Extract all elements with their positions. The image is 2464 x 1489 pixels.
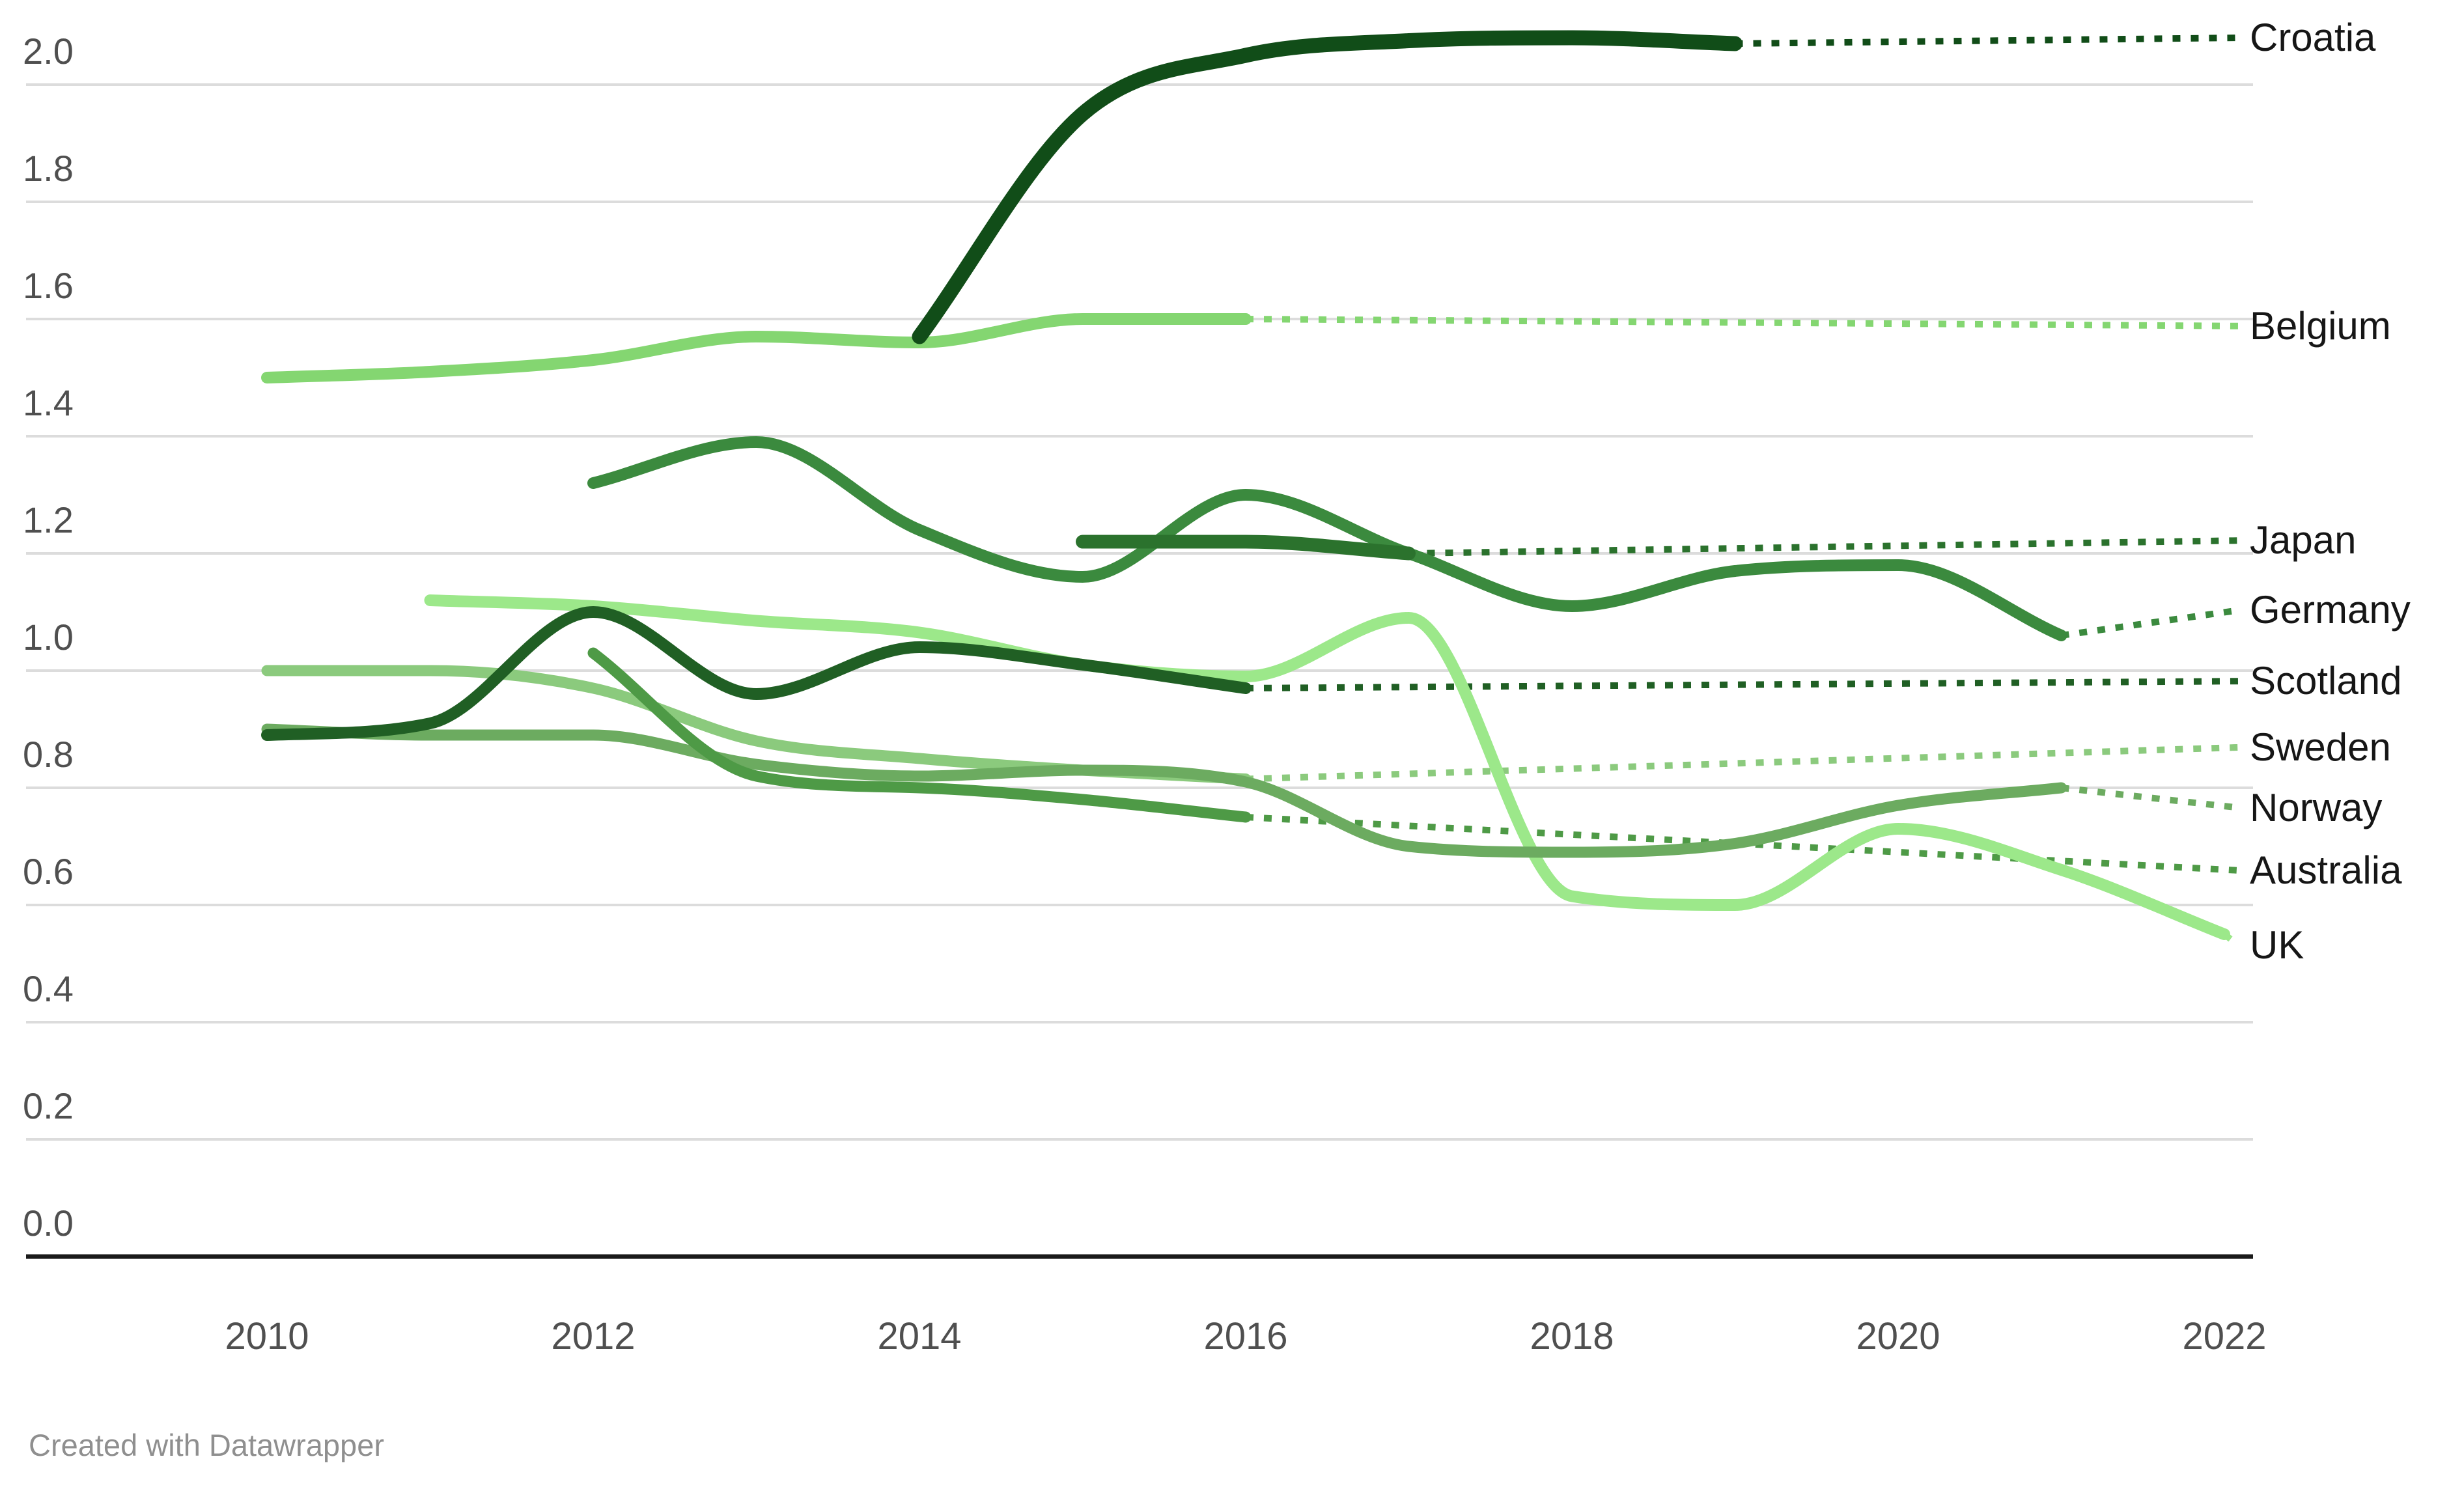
y-tick-label: 2.0: [23, 31, 74, 72]
series-label-norway: Norway: [2250, 785, 2383, 829]
y-tick-label: 1.6: [23, 265, 74, 306]
y-tick-label: 1.2: [23, 499, 74, 540]
y-tick-label: 0.2: [23, 1085, 74, 1126]
y-tick-label: 1.8: [23, 148, 74, 189]
series-line-norway: [261, 723, 2067, 858]
series-label-germany: Germany: [2250, 588, 2411, 632]
label-connector-croatia: [1735, 35, 2239, 47]
label-connector-germany: [2060, 607, 2239, 639]
datawrapper-credit: Created with Datawrapper: [29, 1428, 384, 1462]
label-connector-sweden: [1245, 744, 2239, 783]
y-tick-label: 0.0: [23, 1203, 74, 1244]
y-tick-label: 0.8: [23, 734, 74, 775]
label-connector-norway: [2060, 785, 2239, 811]
series-line-japan: [1076, 535, 1416, 561]
series-line-belgium: [261, 313, 1252, 383]
label-connector-scotland: [1245, 678, 2239, 691]
x-tick-label: 2012: [551, 1315, 635, 1357]
label-connector-belgium: [1245, 316, 2239, 329]
y-tick-label: 1.4: [23, 382, 74, 423]
x-tick-label: 2022: [2182, 1315, 2266, 1357]
series-line-germany: [587, 436, 2067, 641]
series-label-uk: UK: [2250, 923, 2304, 967]
series-label-japan: Japan: [2250, 518, 2357, 563]
x-tick-label: 2016: [1203, 1315, 1287, 1357]
x-tick-label: 2010: [225, 1315, 309, 1357]
series-line-croatia: [912, 30, 1743, 344]
x-tick-label: 2018: [1530, 1315, 1614, 1357]
label-connector-japan: [1408, 537, 2239, 557]
series-line-uk: [424, 594, 2230, 940]
x-tick-label: 2014: [877, 1315, 961, 1357]
y-tick-label: 1.0: [23, 617, 74, 658]
series-label-sweden: Sweden: [2250, 725, 2391, 769]
y-tick-label: 0.4: [23, 968, 74, 1009]
y-tick-label: 0.6: [23, 851, 74, 892]
series-label-australia: Australia: [2250, 848, 2402, 892]
series-label-croatia: Croatia: [2250, 16, 2376, 59]
series-line-australia: [587, 647, 1252, 823]
series-label-scotland: Scotland: [2250, 659, 2402, 703]
x-tick-label: 2020: [1856, 1315, 1940, 1357]
series-line-scotland: [261, 606, 1252, 741]
series-label-belgium: Belgium: [2250, 303, 2391, 348]
